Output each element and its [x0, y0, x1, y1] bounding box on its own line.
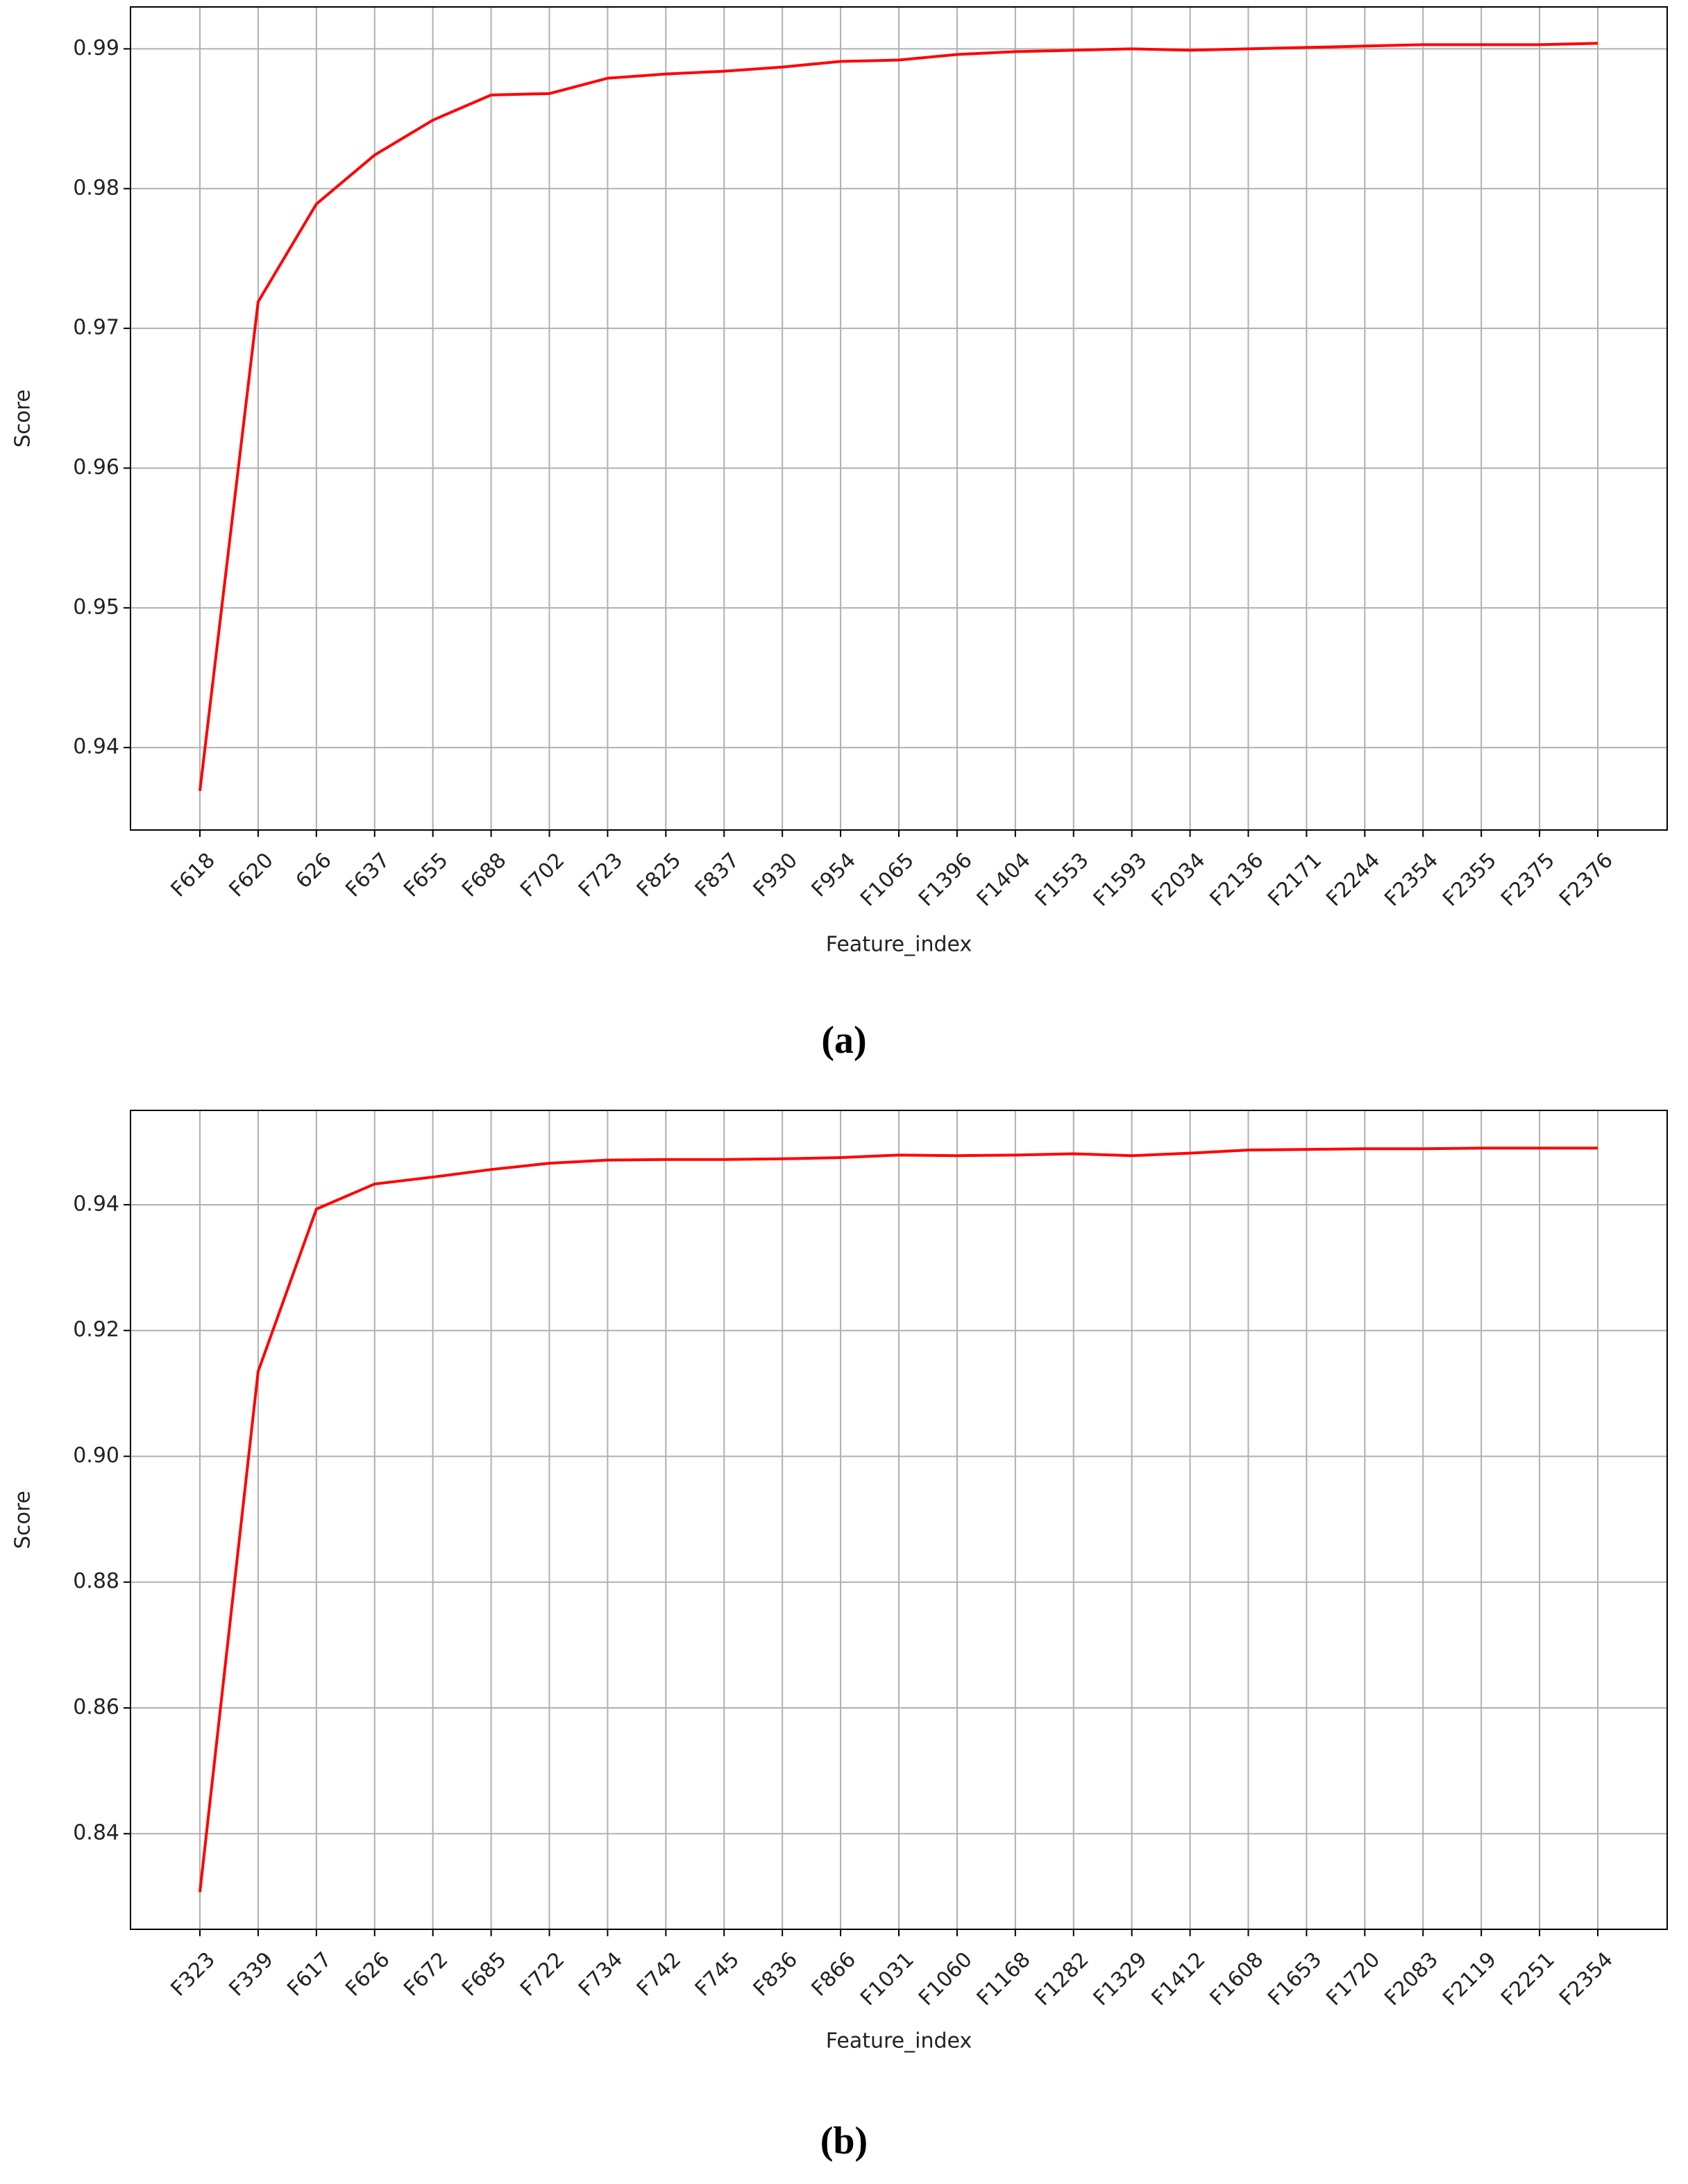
x-tick-label: F1329 — [1089, 1947, 1152, 2011]
x-axis-label: Feature_index — [826, 933, 972, 957]
x-tick-label: F339 — [224, 1947, 278, 2001]
x-tick-label: F825 — [632, 848, 686, 901]
x-tick-label: 626 — [292, 848, 337, 893]
y-tick-label: 0.86 — [73, 1695, 119, 1719]
y-axis-label: Score — [11, 389, 35, 448]
x-tick-label: F742 — [632, 1947, 686, 2001]
x-tick-label: F323 — [166, 1947, 219, 2001]
x-tick-label: F1553 — [1031, 848, 1094, 911]
x-tick-label: F723 — [574, 848, 627, 901]
y-tick-label: 0.94 — [73, 735, 119, 759]
x-tick-label: F655 — [399, 848, 453, 901]
x-tick-label: F620 — [224, 848, 278, 901]
y-tick-label: 0.90 — [73, 1444, 119, 1468]
x-tick-label: F2355 — [1438, 848, 1501, 911]
x-tick-label: F734 — [574, 1947, 627, 2001]
x-tick-label: F685 — [457, 1947, 511, 2001]
y-tick-label: 0.98 — [73, 176, 119, 200]
x-tick-label: F836 — [749, 1947, 802, 2001]
x-tick-label: F2119 — [1438, 1947, 1501, 2011]
x-tick-label: F1404 — [972, 848, 1036, 911]
x-tick-label: F2376 — [1555, 848, 1618, 911]
x-tick-label: F1065 — [856, 848, 919, 911]
x-tick-label: F722 — [516, 1947, 569, 2001]
x-tick-label: F2375 — [1496, 848, 1560, 911]
x-tick-label: F618 — [166, 848, 219, 901]
x-tick-label: F688 — [457, 848, 511, 901]
y-tick-label: 0.94 — [73, 1192, 119, 1216]
x-tick-label: F954 — [807, 848, 861, 901]
y-tick-label: 0.88 — [73, 1569, 119, 1593]
x-tick-label: F672 — [399, 1947, 453, 2001]
y-axis-label: Score — [11, 1491, 35, 1549]
x-tick-label: F617 — [282, 1947, 336, 2001]
caption: (b) — [820, 2119, 868, 2162]
y-tick-label: 0.99 — [73, 36, 119, 60]
x-tick-label: F1060 — [914, 1947, 977, 2011]
x-tick-label: F2354 — [1380, 848, 1443, 911]
plot-frame — [130, 6, 1668, 831]
x-tick-label: F702 — [516, 848, 569, 901]
x-tick-label: F2171 — [1263, 848, 1326, 911]
plot-frame — [130, 1110, 1668, 1930]
x-tick-label: F866 — [807, 1947, 861, 2001]
x-tick-label: F2136 — [1205, 848, 1268, 911]
y-tick-label: 0.97 — [73, 316, 119, 340]
y-tick-label: 0.95 — [73, 595, 119, 619]
x-axis-label: Feature_index — [826, 2029, 972, 2054]
x-tick-label: F2034 — [1147, 848, 1210, 911]
caption: (a) — [821, 1019, 866, 1062]
x-tick-label: F2354 — [1555, 1947, 1618, 2011]
x-tick-label: F1396 — [914, 848, 977, 911]
x-tick-label: F1282 — [1031, 1947, 1094, 2011]
x-tick-label: F930 — [749, 848, 802, 901]
x-tick-label: F1412 — [1147, 1947, 1210, 2011]
x-tick-label: F1608 — [1205, 1947, 1268, 2011]
y-tick-label: 0.96 — [73, 455, 119, 480]
x-tick-label: F2244 — [1322, 848, 1385, 911]
x-tick-label: F1031 — [856, 1947, 919, 2011]
x-tick-label: F637 — [341, 848, 394, 901]
data-line — [199, 1146, 1598, 1893]
x-tick-label: F837 — [691, 848, 744, 901]
x-tick-label: F2251 — [1496, 1947, 1560, 2011]
x-tick-label: F1653 — [1263, 1947, 1326, 2011]
y-tick-label: 0.84 — [73, 1821, 119, 1845]
x-tick-label: F745 — [691, 1947, 744, 2001]
x-tick-label: F626 — [341, 1947, 394, 2001]
x-tick-label: F1720 — [1322, 1947, 1385, 2011]
x-tick-label: F1168 — [972, 1947, 1036, 2011]
x-tick-label: F2083 — [1380, 1947, 1443, 2011]
x-tick-label: F1593 — [1089, 848, 1152, 911]
y-tick-label: 0.92 — [73, 1318, 119, 1342]
data-line — [199, 42, 1598, 791]
